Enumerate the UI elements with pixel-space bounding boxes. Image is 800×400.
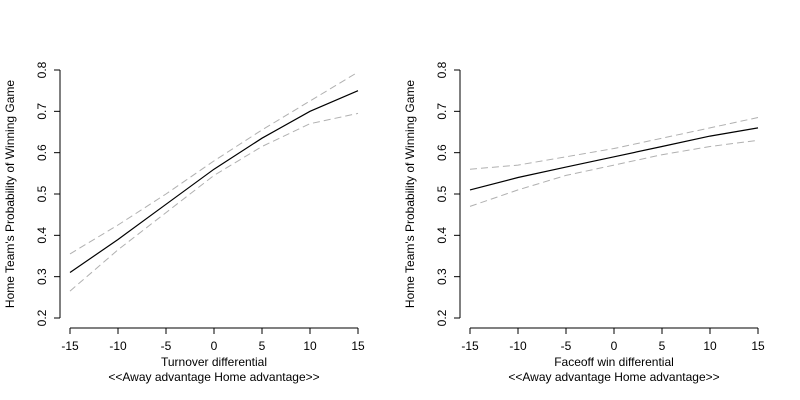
y-tick-label: 0.7 (435, 103, 449, 120)
x-axis-label: Faceoff win differential (554, 355, 674, 369)
x-axis-sublabel: <<Away advantage Home advantage>> (508, 370, 719, 384)
y-tick-label: 0.5 (435, 185, 449, 202)
y-tick-label: 0.5 (35, 185, 49, 202)
x-tick-label: -15 (61, 339, 79, 353)
x-tick-label: -10 (109, 339, 127, 353)
x-tick-label: -5 (561, 339, 572, 353)
y-tick-label: 0.6 (35, 144, 49, 161)
y-tick-label: 0.8 (435, 61, 449, 78)
y-axis-label: Home Team's Probability of Winning Game (403, 80, 417, 308)
y-tick-label: 0.4 (35, 227, 49, 244)
x-tick-label: 5 (659, 339, 666, 353)
ci-lower-line (469, 139, 759, 207)
y-tick-label: 0.6 (435, 144, 449, 161)
x-axis-label: Turnover differential (161, 355, 267, 369)
right-chart-faceoff: -15 -10 -5 0 5 10 15 0.2 0.3 0.4 0.5 0.6 0.7 0.8 Faceo… (403, 61, 765, 384)
x-tick-label: 0 (211, 339, 218, 353)
y-tick-label: 0.8 (35, 61, 49, 78)
x-tick-label: 10 (303, 339, 317, 353)
y-tick-label: 0.3 (435, 268, 449, 285)
x-axis-sublabel: <<Away advantage Home advantage>> (108, 370, 319, 384)
x-tick-label: 15 (351, 339, 365, 353)
ci-upper-line (69, 71, 359, 255)
left-chart-turnover: -15 -10 -5 0 5 10 15 0.2 0.3 0.4 0.5 0.6 0.7 0.8 Turno… (3, 61, 365, 384)
x-tick-label: -15 (461, 339, 479, 353)
y-tick-label: 0.4 (435, 227, 449, 244)
estimate-line (469, 127, 759, 191)
ci-lower-line (69, 112, 359, 292)
x-tick-label: 0 (611, 339, 618, 353)
ci-upper-line (469, 117, 759, 170)
y-tick-label: 0.2 (435, 309, 449, 326)
y-tick-label: 0.2 (35, 309, 49, 326)
x-tick-label: 5 (259, 339, 266, 353)
x-tick-label: -5 (161, 339, 172, 353)
y-tick-label: 0.3 (35, 268, 49, 285)
x-tick-label: -10 (509, 339, 527, 353)
estimate-line (69, 90, 359, 273)
y-tick-label: 0.7 (35, 103, 49, 120)
x-tick-label: 15 (751, 339, 765, 353)
y-axis-label: Home Team's Probability of Winning Game (3, 80, 17, 308)
x-tick-label: 10 (703, 339, 717, 353)
